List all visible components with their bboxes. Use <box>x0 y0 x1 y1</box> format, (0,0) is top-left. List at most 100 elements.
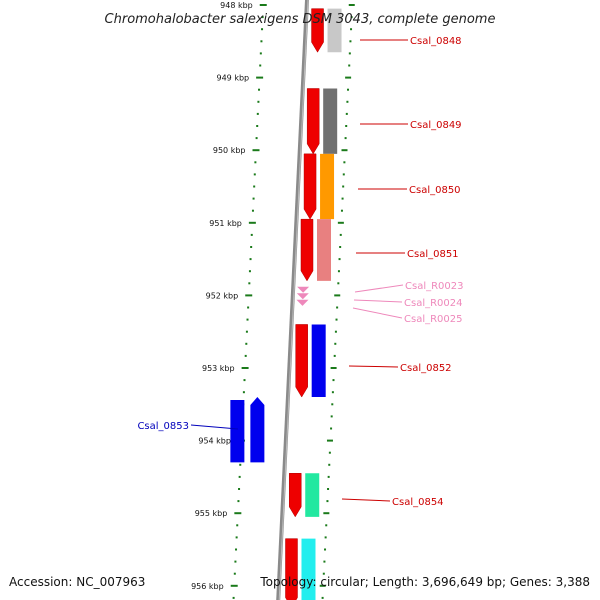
gene-bar[interactable] <box>316 219 331 281</box>
scale-minor-tick <box>242 391 245 394</box>
scale-minor-tick <box>334 342 337 345</box>
cds-arrow[interactable] <box>285 538 298 600</box>
scale-minor-tick <box>248 270 251 273</box>
scale-minor-tick <box>260 40 263 43</box>
scale-minor-tick <box>348 64 351 67</box>
scale-minor-tick <box>243 379 246 382</box>
scale-minor-tick <box>325 524 328 527</box>
gene-feature[interactable] <box>295 324 326 398</box>
gene-label-csal_r0025[interactable]: Csal_R0025 <box>404 314 463 325</box>
scale-minor-tick <box>327 475 330 478</box>
gene-feature[interactable] <box>311 8 342 53</box>
gene-label-csal_0848[interactable]: Csal_0848 <box>410 36 462 47</box>
gene-bar[interactable] <box>323 88 338 154</box>
gene-bar[interactable] <box>311 324 326 398</box>
scale-tick-label: 956 kbp <box>191 582 224 591</box>
scale-minor-tick <box>328 451 331 454</box>
gene-feature[interactable] <box>300 218 331 282</box>
gene-feature[interactable] <box>288 473 320 518</box>
label-layer[interactable]: Csal_0848 Csal_0849 Csal_0850 Csal_0851 Csal… <box>137 36 463 508</box>
scale-minor-tick <box>324 536 327 539</box>
scale-minor-tick <box>261 28 264 31</box>
scale-minor-tick <box>330 415 333 418</box>
genome-backbone <box>276 0 310 600</box>
gene-feature[interactable] <box>285 538 316 600</box>
scale-minor-tick <box>261 16 264 19</box>
cds-arrow[interactable] <box>306 88 320 155</box>
scale-minor-tick <box>232 596 235 599</box>
gene-feature[interactable] <box>296 293 309 300</box>
gene-feature[interactable] <box>306 88 338 155</box>
trna-arrow[interactable] <box>296 299 309 306</box>
cds-arrow[interactable] <box>250 397 265 463</box>
scale-minor-tick <box>247 306 250 309</box>
scale-minor-tick <box>233 572 236 575</box>
scale-minor-tick <box>250 233 253 236</box>
scale-tick-label: 950 kbp <box>213 146 246 155</box>
scale-minor-tick <box>342 185 345 188</box>
gene-label-leader <box>352 307 403 319</box>
gene-label-csal_0851[interactable]: Csal_0851 <box>407 249 459 260</box>
trna-arrow[interactable] <box>296 293 309 300</box>
scale-minor-tick <box>255 137 258 140</box>
scale-minor-tick <box>335 318 338 321</box>
gene-bar[interactable] <box>301 538 316 600</box>
scale-minor-tick <box>324 548 327 551</box>
scale-minor-tick <box>256 112 259 115</box>
scale-minor-tick <box>350 28 353 31</box>
scale-minor-tick <box>339 233 342 236</box>
cds-arrow[interactable] <box>311 8 324 53</box>
gene-feature[interactable] <box>297 286 310 293</box>
gene-bar[interactable] <box>320 153 335 220</box>
scale-minor-tick <box>345 125 348 127</box>
scale-tick-label: 953 kbp <box>202 364 235 373</box>
gene-label-csal_r0023[interactable]: Csal_R0023 <box>405 281 464 292</box>
gene-layer[interactable] <box>230 8 342 600</box>
scale-minor-tick <box>321 596 324 599</box>
scale-minor-tick <box>343 161 346 164</box>
gene-label-csal_0850[interactable]: Csal_0850 <box>409 185 461 196</box>
scale-minor-tick <box>239 463 242 466</box>
gene-feature[interactable] <box>230 397 265 463</box>
gene-feature[interactable] <box>296 299 309 306</box>
scale-minor-tick <box>238 488 241 490</box>
scale-minor-tick <box>345 112 348 115</box>
cds-arrow[interactable] <box>288 473 302 518</box>
scale-minor-tick <box>348 52 351 55</box>
scale-minor-tick <box>337 282 340 285</box>
gene-bar[interactable] <box>305 473 320 517</box>
scale-minor-tick <box>257 100 260 103</box>
gene-feature[interactable] <box>303 153 335 220</box>
trna-arrow[interactable] <box>297 286 310 293</box>
gene-bar[interactable] <box>230 400 245 463</box>
gene-label-leader <box>353 299 403 303</box>
scale-minor-tick <box>326 500 329 503</box>
cds-arrow[interactable] <box>303 153 317 220</box>
scale-tick-label: 952 kbp <box>206 291 239 300</box>
scale-minor-tick <box>238 475 241 478</box>
gene-bar[interactable] <box>327 8 342 53</box>
backbone-layer <box>276 0 310 600</box>
scale-minor-tick <box>253 173 256 176</box>
gene-label-csal_0852[interactable]: Csal_0852 <box>400 363 452 374</box>
scale-minor-tick <box>346 100 349 103</box>
scale-minor-tick <box>347 88 350 91</box>
scale-tick-label: 951 kbp <box>209 219 242 228</box>
gene-label-leader <box>190 424 239 430</box>
scale-minor-tick <box>322 572 325 575</box>
scale-minor-tick <box>249 258 252 261</box>
scale-minor-tick <box>331 391 334 394</box>
gene-label-csal_0849[interactable]: Csal_0849 <box>410 120 462 131</box>
scale-minor-tick <box>250 246 253 248</box>
gene-label-csal_0853[interactable]: Csal_0853 <box>137 421 189 432</box>
scale-minor-tick <box>235 536 238 539</box>
cds-arrow[interactable] <box>300 218 314 282</box>
scale-minor-tick <box>244 354 247 357</box>
scale-minor-tick <box>333 354 336 357</box>
scale-minor-tick <box>253 185 256 188</box>
scale-minor-tick <box>259 52 262 55</box>
gene-label-csal_0854[interactable]: Csal_0854 <box>392 497 444 508</box>
cds-arrow[interactable] <box>295 324 308 398</box>
gene-label-csal_r0024[interactable]: Csal_R0024 <box>404 298 463 309</box>
